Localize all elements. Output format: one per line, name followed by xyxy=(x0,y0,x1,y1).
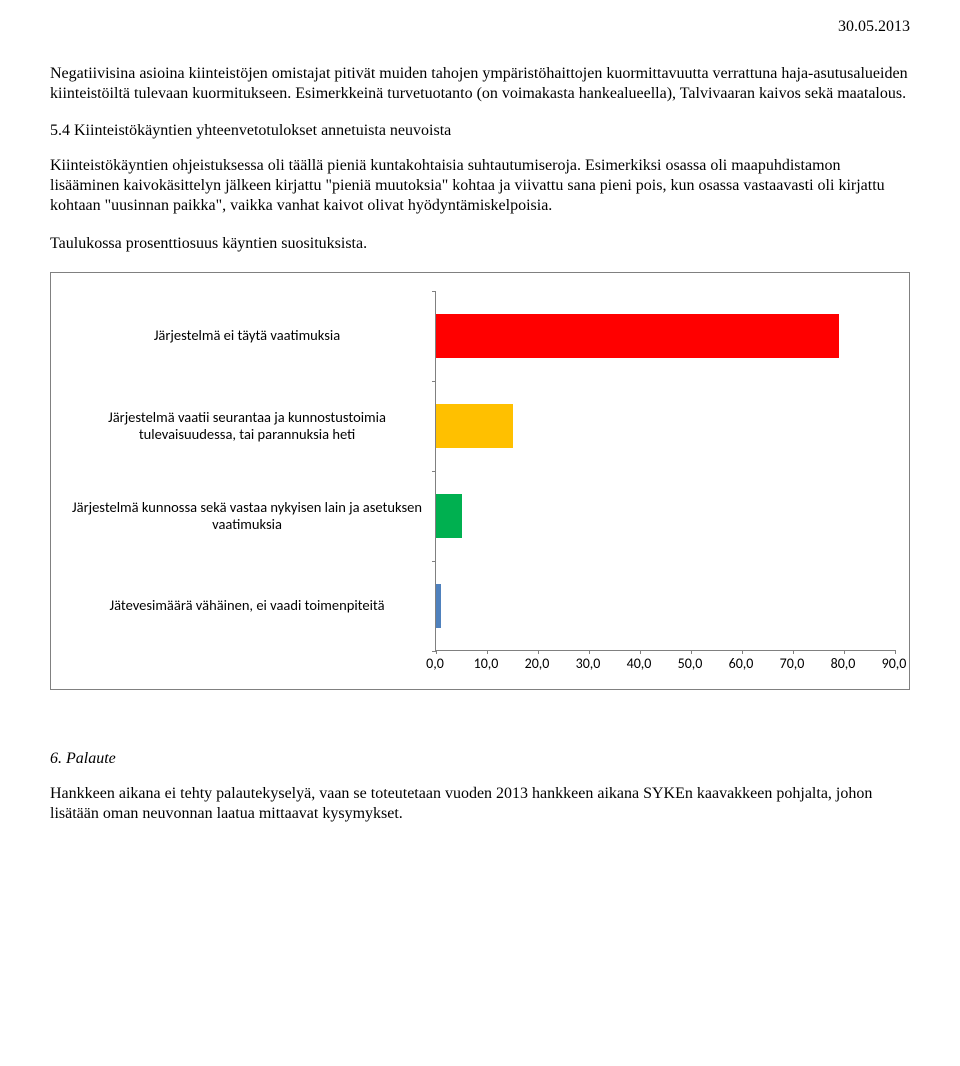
chart-bar xyxy=(436,494,462,538)
x-tick-label: 80,0 xyxy=(831,655,856,672)
x-tick-label: 10,0 xyxy=(474,655,499,672)
x-tick-label: 20,0 xyxy=(525,655,550,672)
section-6-title: 6. Palaute xyxy=(50,750,910,768)
chart-plot-area xyxy=(435,291,895,651)
document-date: 30.05.2013 xyxy=(50,18,910,36)
subheading-5-4: 5.4 Kiinteistökäyntien yhteenvetotulokse… xyxy=(50,122,910,140)
paragraph-3: Taulukossa prosenttiosuus käyntien suosi… xyxy=(50,234,910,254)
x-tick-label: 90,0 xyxy=(882,655,907,672)
x-tick-label: 40,0 xyxy=(627,655,652,672)
chart-x-axis-labels: 0,010,020,030,040,050,060,070,080,090,0 xyxy=(435,655,895,675)
x-tick-label: 0,0 xyxy=(426,655,444,672)
paragraph-4: Hankkeen aikana ei tehty palautekyselyä,… xyxy=(50,784,910,824)
chart-bar xyxy=(436,314,839,358)
x-tick-label: 30,0 xyxy=(576,655,601,672)
x-tick-label: 60,0 xyxy=(729,655,754,672)
chart-bar xyxy=(436,584,441,628)
chart-bar xyxy=(436,404,513,448)
chart-container: Järjestelmä ei täytä vaatimuksia Järjest… xyxy=(50,272,910,690)
paragraph-2: Kiinteistökäyntien ohjeistuksessa oli tä… xyxy=(50,156,910,216)
category-label-3: Jätevesimäärä vähäinen, ei vaadi toimenp… xyxy=(65,597,435,614)
x-tick-label: 50,0 xyxy=(678,655,703,672)
paragraph-1: Negatiivisina asioina kiinteistöjen omis… xyxy=(50,64,910,104)
x-tick-label: 70,0 xyxy=(780,655,805,672)
category-label-2: Järjestelmä kunnossa sekä vastaa nykyise… xyxy=(65,499,435,534)
category-label-0: Järjestelmä ei täytä vaatimuksia xyxy=(65,327,435,344)
chart-category-labels: Järjestelmä ei täytä vaatimuksia Järjest… xyxy=(65,291,435,675)
category-label-1: Järjestelmä vaatii seurantaa ja kunnostu… xyxy=(65,409,435,444)
